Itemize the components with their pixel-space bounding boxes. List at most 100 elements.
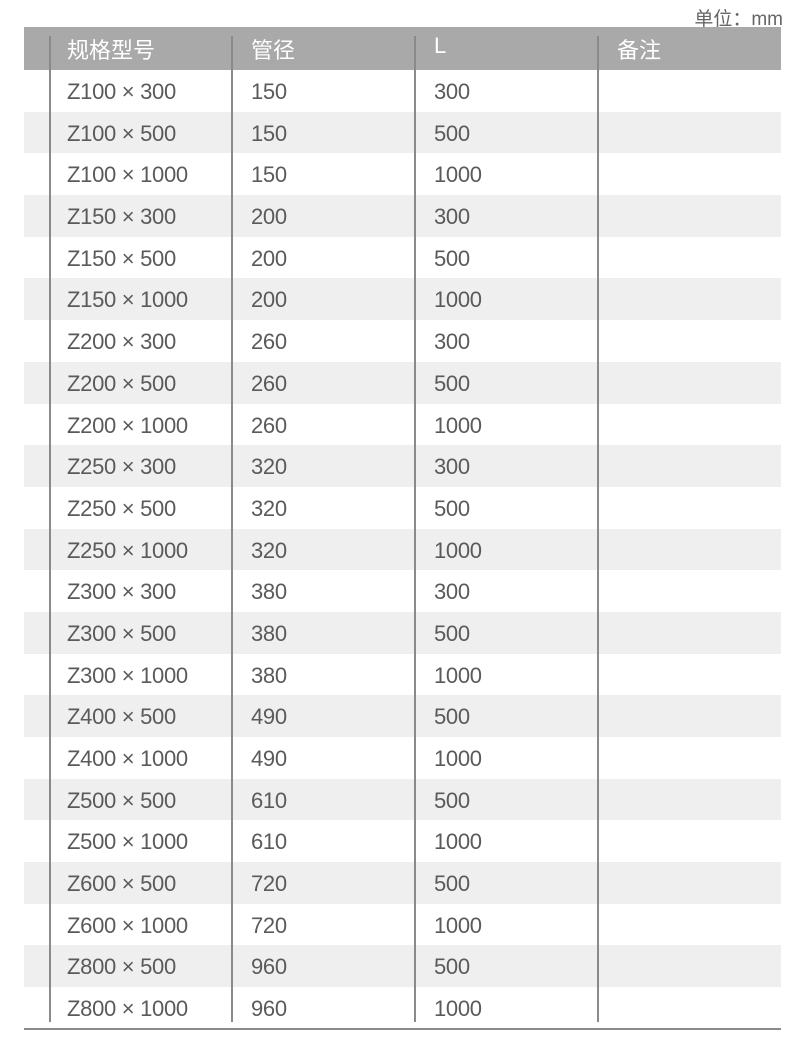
cell-diameter: 720 xyxy=(251,912,287,938)
cell-model: Z300 × 1000 xyxy=(67,662,188,688)
table-row: Z300 × 300 380 300 xyxy=(24,570,781,612)
cell-diameter: 150 xyxy=(251,79,287,104)
cell-model: Z200 × 1000 xyxy=(67,412,188,438)
cell-model: Z400 × 1000 xyxy=(67,746,188,771)
table-bottom-rule xyxy=(24,1028,781,1030)
cell-diameter: 320 xyxy=(251,537,287,563)
column-divider xyxy=(49,36,51,1022)
cell-diameter: 150 xyxy=(251,162,287,188)
cell-length: 1000 xyxy=(434,662,482,688)
cell-model: Z600 × 500 xyxy=(67,871,176,897)
table-row: Z200 × 1000 260 1000 xyxy=(24,404,781,446)
cell-length: 500 xyxy=(434,495,470,521)
cell-diameter: 380 xyxy=(251,662,287,688)
cell-model: Z200 × 500 xyxy=(67,370,176,396)
cell-length: 1000 xyxy=(434,996,482,1022)
cell-diameter: 200 xyxy=(251,204,287,230)
cell-model: Z300 × 500 xyxy=(67,620,176,646)
table-row: Z800 × 500 960 500 xyxy=(24,945,781,988)
cell-model: Z250 × 300 xyxy=(67,454,176,480)
table-row: Z250 × 500 320 500 xyxy=(24,487,781,529)
table-row: Z250 × 1000 320 1000 xyxy=(24,528,781,571)
cell-model: Z500 × 500 xyxy=(67,787,176,813)
cell-length: 1000 xyxy=(434,412,482,438)
cell-model: Z500 × 1000 xyxy=(67,829,188,855)
cell-model: Z600 × 1000 xyxy=(67,912,188,938)
cell-length: 500 xyxy=(434,370,470,396)
table-row: Z150 × 500 200 500 xyxy=(24,237,781,279)
table-row: Z600 × 1000 720 1000 xyxy=(24,904,781,946)
table-body: Z100 × 300 150 300 Z100 × 500 150 500 Z100 × 1… xyxy=(24,70,781,1029)
column-divider xyxy=(414,36,416,1022)
table-row: Z100 × 500 150 500 xyxy=(24,111,781,154)
unit-label: 单位：mm xyxy=(694,9,783,30)
cell-length: 300 xyxy=(434,79,470,104)
cell-diameter: 380 xyxy=(251,579,287,605)
header-remark: 备注 xyxy=(617,38,662,63)
cell-model: Z100 × 1000 xyxy=(67,162,188,188)
cell-length: 1000 xyxy=(434,829,482,855)
table-row: Z400 × 500 490 500 xyxy=(24,695,781,737)
table-row: Z600 × 500 720 500 xyxy=(24,862,781,904)
cell-length: 300 xyxy=(434,329,470,355)
table-row: Z300 × 500 380 500 xyxy=(24,611,781,654)
header-diameter: 管径 xyxy=(251,38,296,63)
header-model: 规格型号 xyxy=(67,38,156,63)
cell-diameter: 490 xyxy=(251,746,287,771)
table-row: Z800 × 1000 960 1000 xyxy=(24,987,781,1029)
table-row: Z150 × 1000 200 1000 xyxy=(24,278,781,321)
table-row: Z500 × 500 610 500 xyxy=(24,778,781,821)
table-row: Z400 × 1000 490 1000 xyxy=(24,737,781,779)
cell-model: Z800 × 500 xyxy=(67,954,176,980)
cell-diameter: 610 xyxy=(251,829,287,855)
cell-model: Z150 × 500 xyxy=(67,245,176,271)
cell-model: Z200 × 300 xyxy=(67,329,176,355)
cell-diameter: 610 xyxy=(251,787,287,813)
cell-length: 1000 xyxy=(434,287,482,313)
cell-diameter: 320 xyxy=(251,495,287,521)
cell-model: Z400 × 500 xyxy=(67,704,176,730)
cell-diameter: 380 xyxy=(251,620,287,646)
column-divider xyxy=(597,36,599,1022)
cell-model: Z150 × 300 xyxy=(67,204,176,230)
cell-model: Z250 × 1000 xyxy=(67,537,188,563)
cell-diameter: 260 xyxy=(251,329,287,355)
cell-model: Z150 × 1000 xyxy=(67,287,188,313)
cell-length: 300 xyxy=(434,454,470,480)
cell-diameter: 200 xyxy=(251,245,287,271)
cell-model: Z100 × 500 xyxy=(67,120,176,146)
cell-diameter: 490 xyxy=(251,704,287,730)
cell-diameter: 720 xyxy=(251,871,287,897)
cell-length: 500 xyxy=(434,954,470,980)
table-row: Z150 × 300 200 300 xyxy=(24,195,781,237)
cell-diameter: 150 xyxy=(251,120,287,146)
cell-model: Z800 × 1000 xyxy=(67,996,188,1022)
cell-length: 500 xyxy=(434,120,470,146)
table-row: Z250 × 300 320 300 xyxy=(24,445,781,487)
table-row: Z200 × 300 260 300 xyxy=(24,320,781,362)
table-row: Z200 × 500 260 500 xyxy=(24,361,781,404)
cell-model: Z100 × 300 xyxy=(67,79,176,104)
column-divider xyxy=(231,36,233,1022)
cell-length: 500 xyxy=(434,704,470,730)
cell-length: 500 xyxy=(434,871,470,897)
cell-diameter: 960 xyxy=(251,954,287,980)
table-row: Z100 × 300 150 300 xyxy=(24,70,781,112)
cell-length: 500 xyxy=(434,620,470,646)
cell-length: 500 xyxy=(434,787,470,813)
cell-model: Z300 × 300 xyxy=(67,579,176,605)
cell-model: Z250 × 500 xyxy=(67,495,176,521)
cell-length: 1000 xyxy=(434,537,482,563)
table-row: Z100 × 1000 150 1000 xyxy=(24,153,781,195)
cell-diameter: 200 xyxy=(251,287,287,313)
cell-diameter: 320 xyxy=(251,454,287,480)
cell-length: 300 xyxy=(434,204,470,230)
cell-length: 300 xyxy=(434,579,470,605)
table-row: Z300 × 1000 380 1000 xyxy=(24,654,781,696)
cell-diameter: 260 xyxy=(251,370,287,396)
table-row: Z500 × 1000 610 1000 xyxy=(24,820,781,862)
cell-length: 1000 xyxy=(434,162,482,188)
cell-diameter: 960 xyxy=(251,996,287,1022)
spec-table: 规格型号 管径 L 备注 Z100 × 300 150 300 Z100 × 500 1… xyxy=(24,27,781,1029)
cell-length: 1000 xyxy=(434,912,482,938)
